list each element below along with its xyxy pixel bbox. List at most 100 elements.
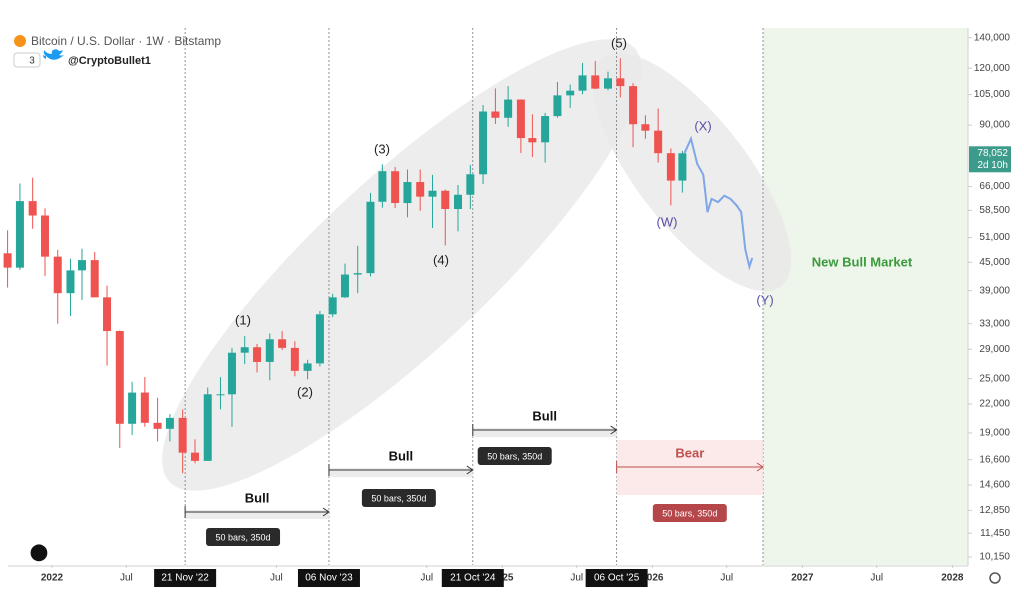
candle-body [328,297,337,315]
candle-body [66,270,75,294]
candle-body [629,86,638,125]
candle-body [53,256,62,294]
range-label: Bear [675,445,704,460]
y-tick-label: 22,000 [979,399,1010,410]
wave-label: (Y) [756,292,773,307]
candle-body [203,394,212,461]
candle-body [165,417,174,429]
candle-body [340,274,349,298]
author: @CryptoBullet1 [68,55,151,67]
wave-label: (4) [433,252,449,267]
candle-body [40,215,49,257]
y-tick-label: 105,000 [974,89,1011,100]
range-info-box [206,528,281,546]
candle-body [504,99,513,118]
candle-body [428,190,437,197]
range-label: Bull [532,408,557,423]
candle-body [265,339,274,362]
candle-body [654,130,663,154]
wave-label: (X) [694,118,711,133]
y-tick-label: 33,000 [979,318,1010,329]
price-box [969,146,1011,173]
future-zone [763,28,968,565]
range-label: Bull [245,490,270,505]
x-tick-label: Jul [870,573,883,584]
candle-body [366,201,375,274]
y-tick-label: 58,500 [979,205,1010,216]
settings-button[interactable] [989,572,1001,584]
y-tick-label: 29,000 [979,344,1010,355]
y-tick-label: 66,000 [979,181,1010,192]
y-tick-label: 12,850 [979,505,1010,516]
candle-body [678,153,687,181]
range-arrow [322,507,330,517]
candle-body [140,392,149,423]
x-tick-label: 2026 [641,573,664,584]
candle-body [90,260,99,298]
x-tick-label: Jul [420,573,433,584]
wave-label: (2) [297,384,313,399]
candle-body [227,352,236,395]
candle-body [278,339,287,348]
y-tick-label: 19,000 [979,428,1010,439]
candle-body [315,314,324,364]
range-arrow [610,425,618,435]
candle-body [416,182,425,197]
range-info-box [477,447,552,465]
range-box [328,468,473,477]
y-tick-label: 10,150 [979,552,1010,563]
range-arrow [466,465,474,475]
range-box [185,510,329,519]
range-info: 50 bars, 350d [216,532,271,542]
candle-body [378,171,387,202]
candle-body [566,90,575,96]
range-info-box [652,504,727,522]
indicator-toggle[interactable] [13,52,41,68]
candle-body [466,174,475,195]
candle-body [240,347,249,353]
candle-body [553,95,562,117]
candle-body [641,124,650,131]
wave-label: (5) [611,35,627,50]
x-tick-label: Jul [270,573,283,584]
candle-body [479,111,488,175]
y-tick-label: 90,000 [979,120,1010,131]
candle-body [578,75,587,91]
x-tick-label: Jul [570,573,583,584]
candle-body [591,75,600,89]
candle-body [454,194,462,210]
candle-body [128,392,137,424]
candle-body [616,78,625,87]
candle-body [103,297,112,332]
candle-body [353,273,362,275]
candle-body [303,363,312,371]
candle-body [491,111,500,118]
wave-label: (3) [374,141,390,156]
wave-ellipse [592,52,792,292]
range-arrow [756,462,764,472]
projection-line [683,135,754,271]
marker-date: 06 Nov '23 [305,573,353,584]
range-info: 50 bars, 350d [662,508,717,518]
y-tick-label: 11,450 [980,528,1010,539]
marker-date-box [154,569,217,587]
wave-label: (W) [657,214,678,229]
x-tick-label: Jul [720,573,733,584]
y-tick-label: 25,000 [979,373,1010,384]
candle-body [178,417,187,453]
grid-layer [51,28,972,568]
btc-icon [14,35,26,47]
indicator-count: 3 [29,56,35,67]
y-tick-label: 45,000 [979,257,1010,268]
twitter-icon [43,49,64,60]
candle-body [541,116,550,143]
marker-date: 21 Oct '24 [450,573,496,584]
candle-body [666,153,675,181]
candles-layer [3,58,754,474]
marker-date-box [585,569,648,587]
range-box [472,428,617,437]
text-layer: 140,000 120,000 105,000 90,000 66,000 58,500 5… [41,32,1011,587]
y-tick-label: 14,600 [979,480,1010,491]
